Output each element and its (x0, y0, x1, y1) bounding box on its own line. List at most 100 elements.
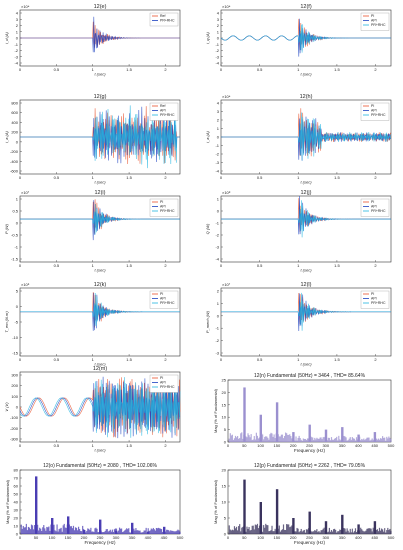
spectrum-12p-bin (231, 529, 233, 534)
panel-12h-ytick-label: 4 (217, 101, 220, 106)
spectrum-12n-bin (263, 439, 265, 442)
spectrum-12p-bin (278, 525, 280, 534)
spectrum-12o-bin (174, 531, 176, 534)
panel-12l-series-pr-rhc (221, 292, 391, 331)
spectrum-12o-harmonic-bar (115, 530, 118, 534)
panel-12e-legend-label: Ref (160, 14, 165, 18)
spectrum-12n-bin (334, 438, 336, 442)
spectrum-12o-bin (110, 531, 112, 534)
spectrum-12p-bin (273, 531, 275, 534)
panel-12j-xtick-label: 1 (297, 263, 300, 268)
spectrum-12n-bin (326, 440, 328, 442)
panel-12f-ytick-label: 1 (217, 29, 220, 34)
spectrum-12o-ytick-label: 60 (14, 484, 19, 489)
panel-12l-legend-label: PI (371, 292, 374, 296)
panel-12f-ytick-label: -1 (215, 42, 219, 47)
panel-12f-ytick-label: -2 (215, 48, 219, 53)
panel-12j-legend-label: PR+RHC (371, 209, 386, 213)
spectrum-12n-bin (306, 438, 309, 442)
panel-12e-xtick-label: 2 (164, 67, 167, 72)
spectrum-12o-bin (179, 531, 181, 534)
spectrum-12o-bin (175, 531, 177, 534)
spectrum-12n-bin (387, 438, 389, 442)
spectrum-12p-bin (365, 530, 367, 534)
spectrum-12p-ytick-label: 20 (222, 468, 227, 473)
spectrum-12n-bin (256, 435, 259, 442)
spectrum-12o-bin (153, 529, 155, 534)
spectrum-12p-harmonic-bar (292, 518, 295, 534)
spectrum-12o-harmonic-bar (35, 476, 38, 534)
panel-12i-xlabel: t (sec) (94, 268, 106, 273)
spectrum-12n-bin (360, 440, 362, 442)
panel-12i-ytick-label: -1.5 (11, 257, 19, 262)
panel-12m-ytick-label: -300 (10, 437, 19, 442)
panel-12l-xtick-label: 1 (297, 357, 300, 362)
panel-12j-ytick-label: 0 (217, 209, 220, 214)
spectrum-12p-bin (369, 528, 371, 534)
spectrum-12n-bin (301, 440, 303, 442)
spectrum-12n-bin (353, 438, 356, 442)
spectrum-12p-bin (284, 530, 287, 534)
spectrum-12n-bin (352, 438, 354, 442)
panel-12h-xtick-label: 2 (374, 175, 377, 180)
panel-12g-legend (149, 102, 179, 121)
spectrum-12n-bin (294, 440, 296, 442)
spectrum-12o-bin (176, 530, 178, 534)
spectrum-12p-bin (355, 531, 358, 534)
panel-12k-exponent: ×10⁵ (21, 282, 30, 287)
spectrum-12p-bin (328, 527, 330, 534)
spectrum-12p-bin (230, 530, 232, 534)
spectrum-12o-bin (76, 530, 79, 534)
spectrum-12p-bin (312, 531, 314, 534)
spectrum-12p-bin (316, 529, 318, 534)
spectrum-12p-bin (387, 527, 389, 534)
spectrum-12o-bin (172, 530, 174, 534)
spectrum-12p-bin (241, 527, 243, 534)
spectrum-12n-bin (229, 433, 231, 442)
spectrum-12o-bin (169, 531, 171, 534)
spectrum-12p-bin (239, 524, 241, 534)
spectrum-12p-bin (295, 531, 297, 534)
spectrum-12o-xtick-label: 350 (129, 535, 136, 540)
spectrum-12n-bin (335, 438, 337, 442)
spectrum-12p-bin (257, 528, 260, 534)
panel-12k-legend-label: PR+RHC (160, 301, 175, 305)
panel-12k-ytick-label: -5 (14, 320, 18, 325)
spectrum-12o-bin (32, 529, 35, 534)
spectrum-12p-bin (268, 531, 270, 534)
spectrum-12n-bin (314, 437, 316, 442)
spectrum-12p-bin (282, 524, 285, 534)
spectrum-12o-bin (159, 528, 162, 534)
spectrum-12p-bin (279, 531, 281, 534)
spectrum-12o-bin (22, 525, 24, 534)
spectrum-12n-bin (364, 439, 366, 442)
panel-12f-ytick-label: 3 (217, 17, 220, 22)
spectrum-12p-bin (301, 531, 303, 534)
spectrum-12o-bin (168, 530, 170, 534)
spectrum-12n-bin (348, 438, 350, 442)
panel-12j-xlabel: t (sec) (300, 268, 312, 273)
spectrum-12o-xtick-label: 150 (65, 535, 72, 540)
spectrum-12o-bin (122, 532, 124, 534)
spectrum-12p-bin (272, 531, 274, 534)
panel-12g-legend-label: API (160, 109, 166, 113)
spectrum-12o-bin (75, 527, 78, 534)
spectrum-12p-xtick-label: 50 (242, 535, 247, 540)
spectrum-12p-bin (349, 528, 351, 534)
spectrum-12p-bin (304, 532, 307, 534)
spectrum-12o-bin (81, 531, 83, 534)
spectrum-12n-bin (248, 435, 250, 442)
spectrum-12p-bin (258, 525, 261, 534)
spectrum-12o-ytick-label: 0 (16, 532, 19, 537)
spectrum-12p-bin (366, 528, 368, 534)
panel-12f-ytick-label: 0 (217, 36, 220, 41)
spectrum-12p-bin (339, 529, 341, 534)
panel-12f-xtick-label: 2 (374, 67, 377, 72)
spectrum-12p-bin (315, 530, 317, 534)
spectrum-12p-bin (270, 530, 272, 534)
spectrum-12p-bin (289, 527, 291, 534)
spectrum-12o-ytick-label: 10 (14, 524, 19, 529)
spectrum-12n-xtick-label: 350 (339, 443, 346, 448)
panel-12m-ytick-label: 100 (11, 394, 18, 399)
panel-12f-xtick-label: 1 (297, 67, 300, 72)
